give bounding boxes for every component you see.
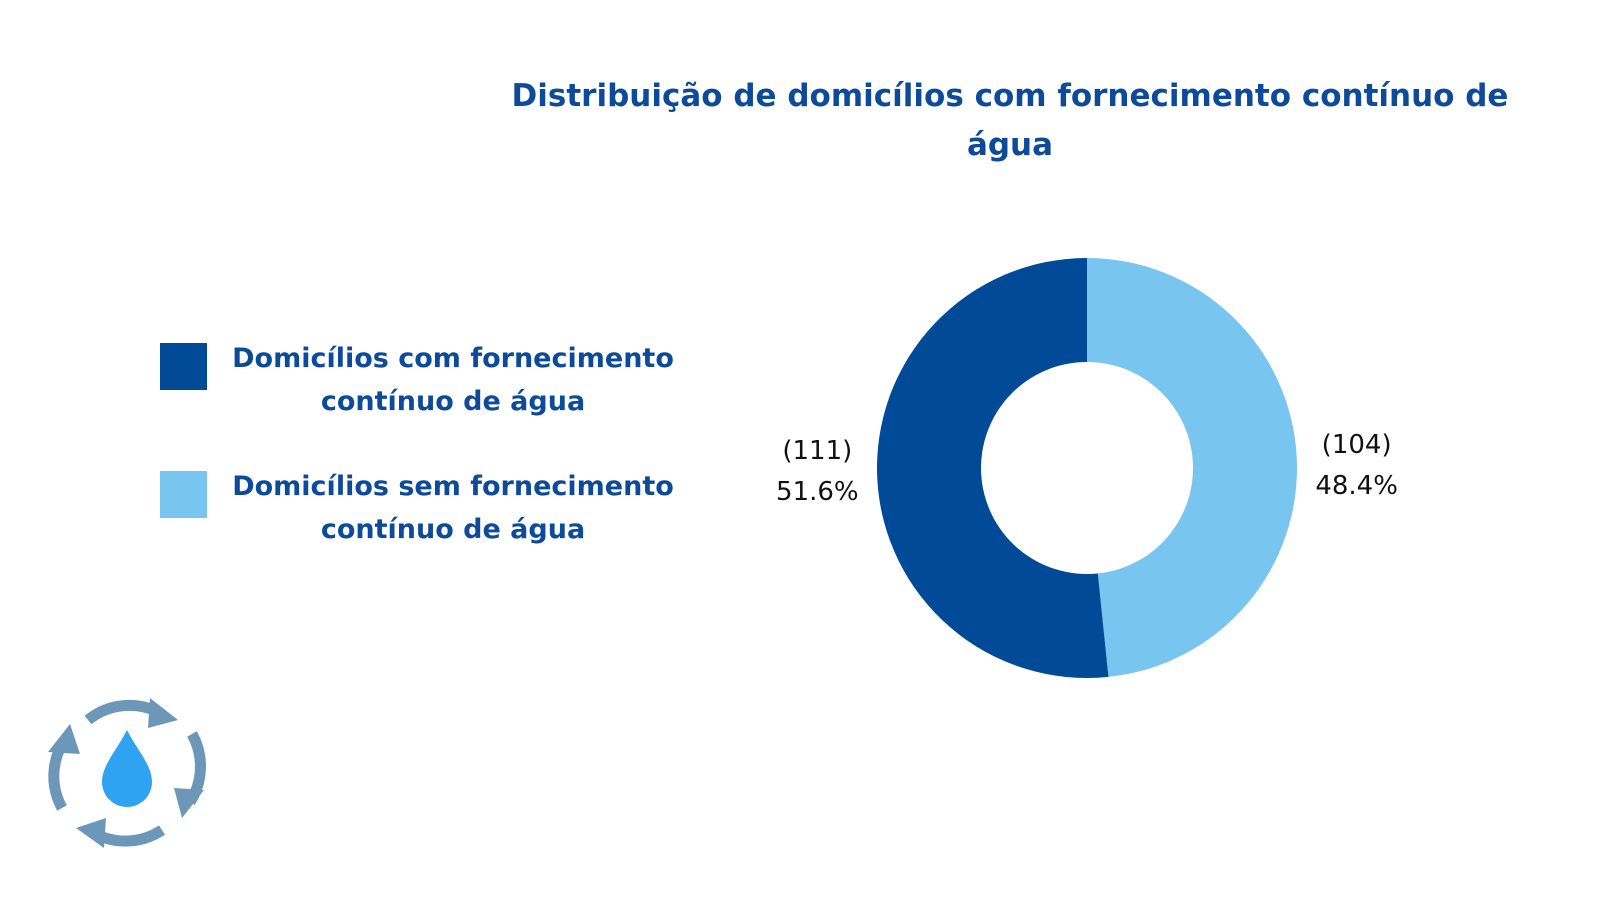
water-drop-recycle-icon <box>48 698 206 848</box>
water-drop-icon <box>102 730 152 807</box>
slice-percent-with-supply: 51.6% <box>776 477 859 508</box>
slice-percent-without-supply: 48.4% <box>1315 470 1398 501</box>
legend-swatch-without-supply <box>160 471 207 518</box>
slice-count-with-supply: (111) <box>782 436 853 467</box>
legend-swatch-with-supply <box>160 343 207 390</box>
slice-count-without-supply: (104) <box>1321 429 1392 460</box>
legend: Domicílios com fornecimento contínuo de … <box>160 343 700 599</box>
legend-label-with-supply: Domicílios com fornecimento contínuo de … <box>232 343 674 417</box>
recycle-arrowheads-icon <box>48 698 204 848</box>
slice-with-supply <box>877 258 1109 678</box>
slice-without-supply <box>1087 258 1298 677</box>
legend-label-without-supply: Domicílios sem fornecimento contínuo de … <box>232 471 674 545</box>
legend-item-without-supply: Domicílios sem fornecimento contínuo de … <box>160 471 700 551</box>
legend-item-with-supply: Domicílios com fornecimento contínuo de … <box>160 343 700 423</box>
chart-title: Distribuição de domicílios com fornecime… <box>511 78 1509 163</box>
slice-label-with-supply: (111) 51.6% <box>767 431 867 513</box>
slice-label-without-supply: (104) 48.4% <box>1307 425 1407 507</box>
